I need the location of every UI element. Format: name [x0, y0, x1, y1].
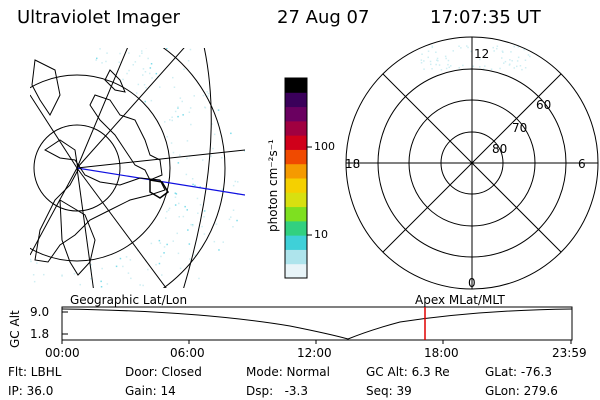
mlt-12-label: 12 [474, 47, 490, 61]
colorbar-band [285, 78, 307, 93]
filter-status: Flt: LBHL [8, 365, 62, 379]
colorbar-band [285, 206, 307, 222]
geo-longitude-status: GLon: 279.6 [485, 384, 558, 398]
timeline-y-bottom: 1.8 [30, 327, 50, 341]
aurora-emission-speckle [30, 48, 245, 288]
mlt-0-label: 0 [468, 276, 476, 290]
satellite-meridian-line [76, 167, 245, 196]
dsp-status: Dsp: -3.3 [246, 384, 309, 398]
timeline-tick-1: 06:00 [170, 346, 205, 360]
gain-status: Gain: 14 [125, 384, 176, 398]
timeline-tick-3: 18:00 [424, 346, 459, 360]
mode-status: Mode: Normal [246, 365, 330, 379]
gc-altitude-status: GC Alt: 6.3 Re [366, 365, 450, 379]
timeline-y-top: 9.0 [30, 305, 50, 319]
timeline-axis-label: GC Alt [8, 310, 22, 348]
intensity-colorbar [284, 77, 312, 279]
colorbar-tick-100: 100 [314, 140, 335, 153]
colorbar-band [285, 263, 307, 279]
colorbar-unit-label: photon cm⁻²s⁻¹ [266, 139, 280, 232]
colorbar-band [285, 92, 307, 108]
mlt-6-label: 6 [578, 157, 586, 171]
timeline-tick-2: 12:00 [297, 346, 332, 360]
sequence-status: Seq: 39 [366, 384, 412, 398]
colorbar-band [285, 249, 307, 265]
colorbar-band [285, 106, 307, 122]
colorbar-tick-10: 10 [314, 228, 328, 241]
altitude-timeline [61, 306, 573, 344]
colorbar-band [285, 235, 307, 250]
timeline-tick-4: 23:59 [552, 346, 587, 360]
colorbar-band [285, 192, 307, 208]
apex-projection-label: Apex MLat/MLT [415, 293, 505, 307]
mlat-70-label: 70 [512, 121, 528, 135]
geo-latitude-status: GLat: -76.3 [485, 365, 552, 379]
colorbar-band [285, 135, 307, 150]
colorbar-band [285, 149, 307, 165]
observation-date: 27 Aug 07 [277, 7, 370, 28]
door-status: Door: Closed [125, 365, 202, 379]
colorbar-band [285, 220, 307, 236]
ip-status: IP: 36.0 [8, 384, 54, 398]
polar-mlat-mlt-plot [345, 36, 599, 290]
colorbar-band [285, 163, 307, 179]
timeline-tick-0: 00:00 [45, 346, 80, 360]
instrument-title: Ultraviolet Imager [17, 7, 180, 28]
observation-time: 17:07:35 UT [430, 7, 541, 28]
mlat-80-label: 80 [492, 142, 508, 156]
mlat-60-label: 60 [536, 98, 552, 112]
colorbar-band [285, 178, 307, 193]
geographic-projection-label: Geographic Lat/Lon [70, 293, 188, 307]
mlt-18-label: 18 [345, 157, 361, 171]
colorbar-band [285, 120, 307, 136]
